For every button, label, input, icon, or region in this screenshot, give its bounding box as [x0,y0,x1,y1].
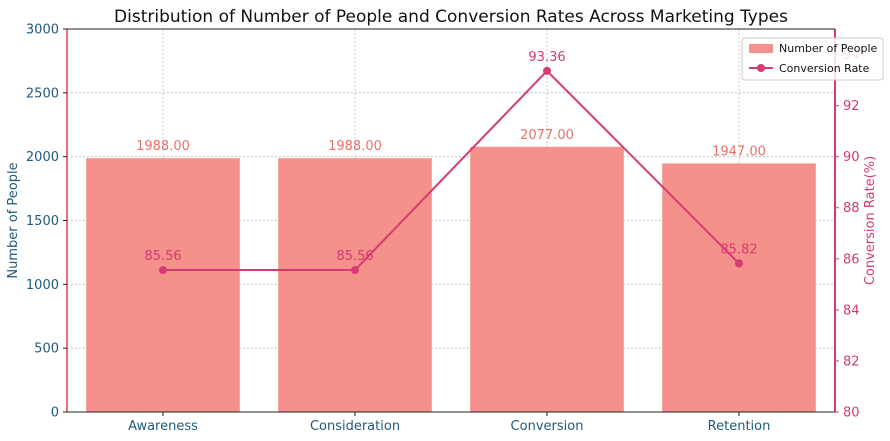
x-tick-label: Awareness [128,419,198,434]
left-tick-label: 2000 [26,150,59,165]
right-tick-label: 90 [843,150,860,165]
left-tick-label: 2500 [26,86,59,101]
bar [278,158,432,412]
line-value-label: 85.56 [144,249,181,264]
left-ticks: 0 500 1000 1500 2000 2500 3000 [26,23,67,421]
x-ticks: Awareness Consideration Conversion Retentio… [128,412,770,434]
line-layer: 85.56 85.56 93.36 85.82 [144,50,758,275]
left-tick-label: 500 [34,342,59,357]
x-tick-label: Conversion [511,419,584,434]
line-point [543,66,551,75]
x-tick-label: Consideration [310,419,400,434]
right-tick-label: 86 [843,252,860,267]
line-value-label: 85.56 [336,249,373,264]
bar-value-label: 1988.00 [328,139,382,154]
conversion-rate-line [163,69,740,272]
legend-bar-swatch [749,44,773,53]
y-axis-label: Number of People [6,162,21,278]
bar-value-label: 1947.00 [712,144,766,159]
left-tick-label: 1000 [26,278,59,293]
chart-title: Distribution of Number of People and Con… [114,7,788,27]
left-tick-label: 0 [51,406,59,421]
right-tick-label: 82 [843,354,860,369]
left-tick-label: 1500 [26,214,59,229]
legend: Number of People Conversion Rate [741,37,884,81]
left-tick-label: 3000 [26,23,59,38]
x-tick-label: Retention [708,419,771,434]
line-point [735,259,743,268]
bar-labels: 1988.00 1988.00 2077.00 1947.00 [136,128,766,160]
line-point [351,266,359,275]
bar [86,158,240,412]
legend-line-label: Conversion Rate [779,62,870,75]
right-tick-label: 84 [843,303,860,318]
right-tick-label: 80 [843,406,860,421]
bar-value-label: 2077.00 [520,128,574,143]
bar [470,146,624,412]
line-value-label: 85.82 [720,242,757,257]
bars [86,146,816,412]
legend-box [741,37,884,81]
bar [662,163,816,412]
bar-value-label: 1988.00 [136,139,190,154]
line-point [159,266,167,275]
right-ticks: 8082848688909294 [835,48,860,421]
right-tick-label: 92 [843,99,860,114]
right-tick-label: 88 [843,201,860,216]
line-value-label: 93.36 [528,50,565,65]
legend-line-marker [757,64,765,72]
legend-bar-label: Number of People [779,42,878,55]
y2-axis-label: Conversion Rate(%) [863,156,878,285]
